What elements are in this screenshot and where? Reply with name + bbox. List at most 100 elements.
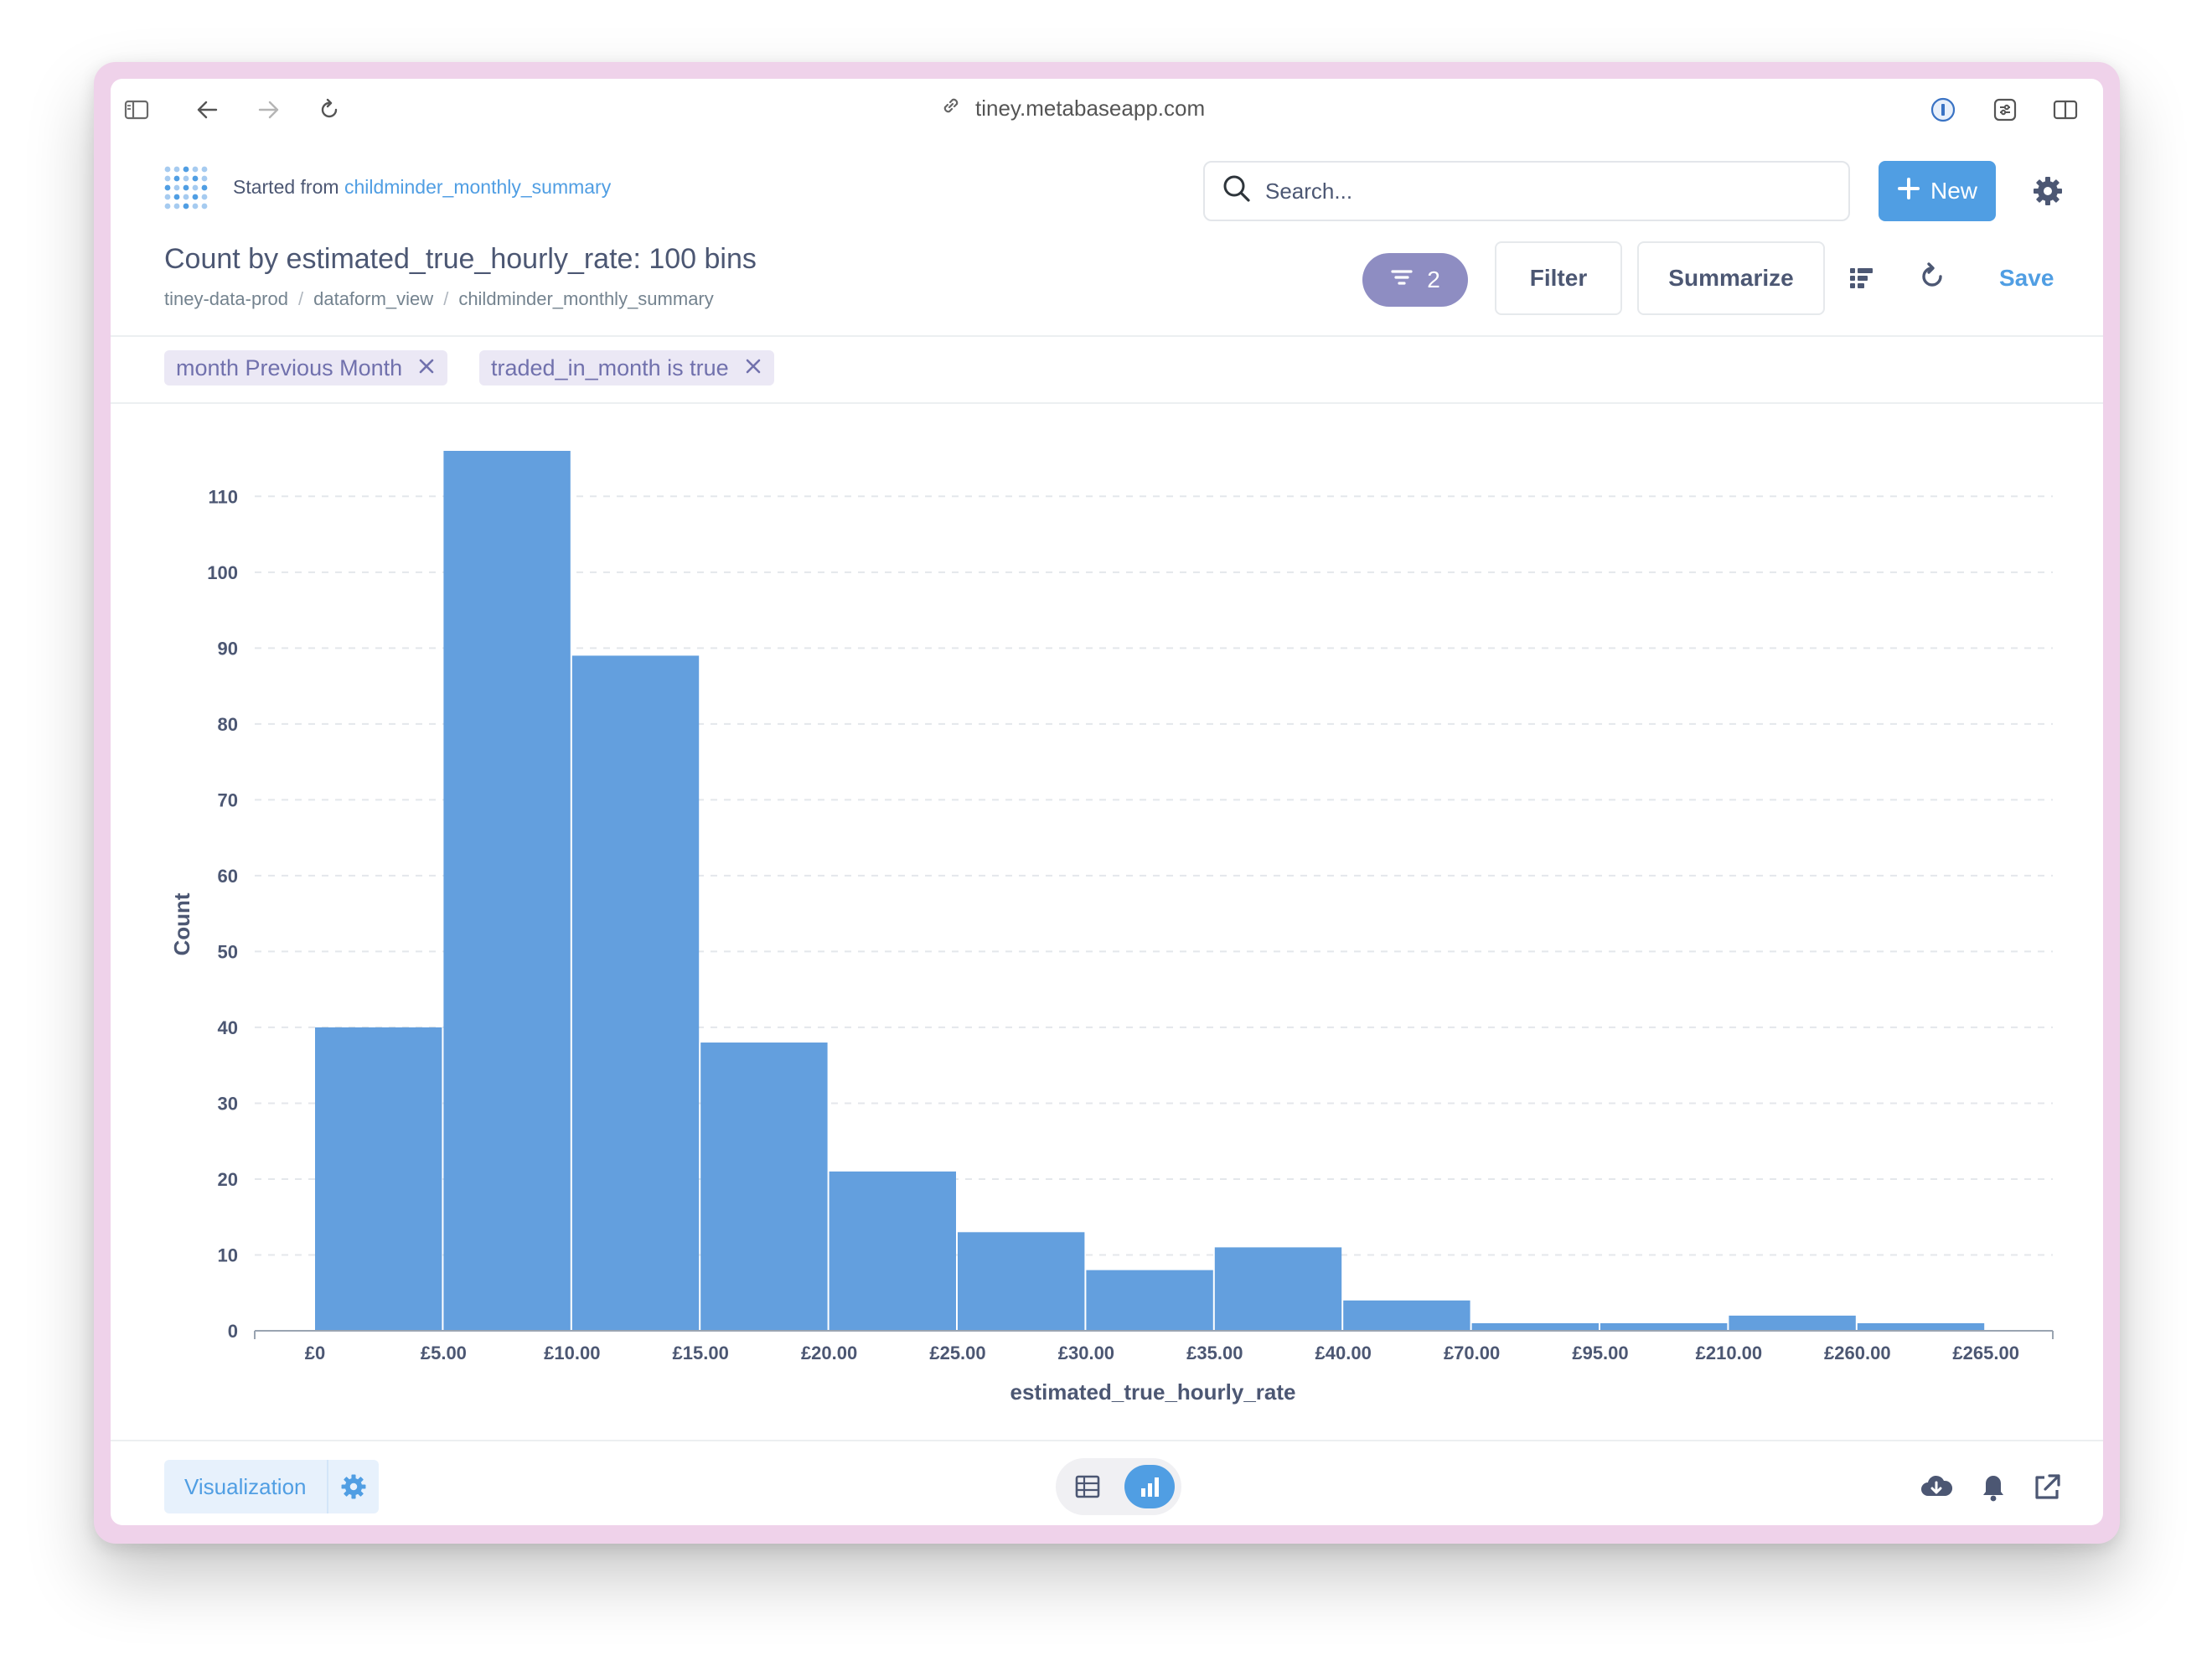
x-tick-label: £260.00 <box>1824 1343 1891 1363</box>
metabase-logo[interactable] <box>163 164 209 211</box>
filter-divider <box>111 402 2103 404</box>
y-tick-label: 80 <box>218 714 238 735</box>
new-button[interactable]: New <box>1879 161 1996 221</box>
histogram-bar[interactable] <box>1600 1322 1728 1331</box>
sidebar-toggle-icon[interactable] <box>122 97 151 122</box>
y-tick-label: 110 <box>209 486 239 507</box>
y-tick-label: 40 <box>218 1017 238 1038</box>
histogram-bar[interactable] <box>1857 1322 1985 1331</box>
filter-pill-label: month Previous Month <box>176 354 403 380</box>
plus-icon <box>1897 177 1920 206</box>
y-tick-label: 50 <box>218 941 238 962</box>
chart-settings-gear-icon[interactable] <box>326 1460 379 1513</box>
x-tick-label: £10.00 <box>544 1343 600 1363</box>
password-manager-icon[interactable] <box>1929 97 1957 122</box>
started-from-prefix: Started from <box>233 176 339 198</box>
view-toggle[interactable] <box>1056 1458 1181 1515</box>
new-button-label: New <box>1930 178 1977 204</box>
y-axis-label: Count <box>169 892 194 955</box>
share-external-icon[interactable] <box>2029 1470 2065 1505</box>
filter-button[interactable]: Filter <box>1495 241 1622 315</box>
x-tick-label: £210.00 <box>1696 1343 1763 1363</box>
search-icon <box>1222 173 1252 210</box>
refresh-icon[interactable] <box>1915 260 1949 293</box>
question-title: Count by estimated_true_hourly_rate: 100… <box>164 243 757 275</box>
header-divider <box>111 335 2103 337</box>
breadcrumb-separator: / <box>297 288 304 309</box>
x-tick-label: £15.00 <box>673 1343 729 1363</box>
x-tick-label: £0 <box>305 1343 325 1363</box>
browser-toolbar: tiney.metabaseapp.com <box>111 79 2103 137</box>
summarize-button[interactable]: Summarize <box>1637 241 1825 315</box>
filter-funnel-icon <box>1390 266 1414 293</box>
histogram-bar[interactable] <box>1214 1247 1342 1331</box>
x-tick-label: £25.00 <box>929 1343 985 1363</box>
alert-bell-icon[interactable] <box>1976 1470 2011 1505</box>
x-tick-label: £5.00 <box>421 1343 467 1363</box>
x-axis-label: estimated_true_hourly_rate <box>1010 1379 1295 1405</box>
x-tick-label: £95.00 <box>1572 1343 1628 1363</box>
save-button[interactable]: Save <box>1999 265 2054 291</box>
browser-frame: tiney.metabaseapp.com Started from child… <box>94 62 2120 1544</box>
histogram-bar[interactable] <box>571 655 700 1331</box>
y-tick-label: 100 <box>207 562 238 583</box>
histogram-bar[interactable] <box>443 451 571 1331</box>
footer-divider <box>111 1440 2103 1441</box>
x-tick-label: £35.00 <box>1186 1343 1243 1363</box>
histogram-bar[interactable] <box>315 1027 442 1331</box>
y-tick-label: 20 <box>218 1169 238 1190</box>
remove-filter-icon[interactable] <box>417 355 436 381</box>
filter-pill-label: traded_in_month is true <box>491 354 729 380</box>
breadcrumb: tiney-data-prod / dataform_view / childm… <box>164 288 714 310</box>
chart-view-icon[interactable] <box>1124 1465 1175 1508</box>
histogram-bar[interactable] <box>829 1171 956 1331</box>
x-tick-label: £70.00 <box>1444 1343 1500 1363</box>
y-tick-label: 60 <box>218 866 238 887</box>
y-tick-label: 0 <box>228 1321 238 1342</box>
x-tick-label: £40.00 <box>1315 1343 1372 1363</box>
visualization-button[interactable]: Visualization <box>164 1460 379 1513</box>
remove-filter-icon[interactable] <box>744 355 762 381</box>
search-placeholder: Search... <box>1265 178 1353 204</box>
x-tick-label: £20.00 <box>801 1343 857 1363</box>
histogram-chart: 0 10 20 30 40 50 60 70 80 90 100 110 £0 £5.00 £10.00 £1… <box>169 451 2054 1405</box>
y-tick-label: 70 <box>218 789 238 810</box>
histogram-bar[interactable] <box>958 1232 1085 1331</box>
settings-gear-icon[interactable] <box>2031 174 2065 208</box>
source-table-link[interactable]: childminder_monthly_summary <box>344 176 612 198</box>
app-header: Started from childminder_monthly_summary… <box>111 146 2103 221</box>
started-from: Started from childminder_monthly_summary <box>233 176 611 199</box>
x-tick-label: £265.00 <box>1952 1343 2019 1363</box>
histogram-bar[interactable] <box>1471 1322 1599 1331</box>
y-tick-label: 90 <box>218 638 238 659</box>
y-tick-label: 10 <box>218 1244 238 1265</box>
filter-pill-traded[interactable]: traded_in_month is true <box>479 350 774 385</box>
table-view-icon[interactable] <box>1062 1465 1113 1508</box>
browser-window: tiney.metabaseapp.com Started from child… <box>111 79 2103 1525</box>
extension-icon[interactable] <box>1991 97 2019 122</box>
x-tick-label: £30.00 <box>1058 1343 1114 1363</box>
filter-pill-month[interactable]: month Previous Month <box>164 350 448 385</box>
download-cloud-icon[interactable] <box>1919 1470 1954 1505</box>
breadcrumb-separator: / <box>443 288 449 309</box>
breadcrumb-database[interactable]: tiney-data-prod <box>164 288 288 309</box>
breadcrumb-table[interactable]: childminder_monthly_summary <box>458 288 714 309</box>
y-tick-label: 30 <box>218 1093 238 1114</box>
forward-arrow-icon[interactable] <box>255 97 283 122</box>
breadcrumb-schema[interactable]: dataform_view <box>313 288 434 309</box>
histogram-bar[interactable] <box>700 1043 828 1331</box>
histogram-bar[interactable] <box>1729 1315 1856 1331</box>
search-bar[interactable]: Search... <box>1203 161 1850 221</box>
histogram-bar[interactable] <box>1086 1270 1213 1331</box>
filter-count: 2 <box>1427 266 1440 292</box>
link-icon <box>940 95 962 122</box>
filter-count-toggle[interactable]: 2 <box>1362 253 1468 307</box>
split-view-icon[interactable] <box>2051 97 2080 122</box>
reload-icon[interactable] <box>315 97 344 122</box>
visualization-label: Visualization <box>184 1473 307 1499</box>
url-text: tiney.metabaseapp.com <box>975 95 1206 121</box>
address-bar[interactable]: tiney.metabaseapp.com <box>940 94 1205 122</box>
back-arrow-icon[interactable] <box>193 97 221 122</box>
histogram-bar[interactable] <box>1343 1300 1470 1331</box>
notebook-editor-icon[interactable] <box>1845 261 1879 295</box>
